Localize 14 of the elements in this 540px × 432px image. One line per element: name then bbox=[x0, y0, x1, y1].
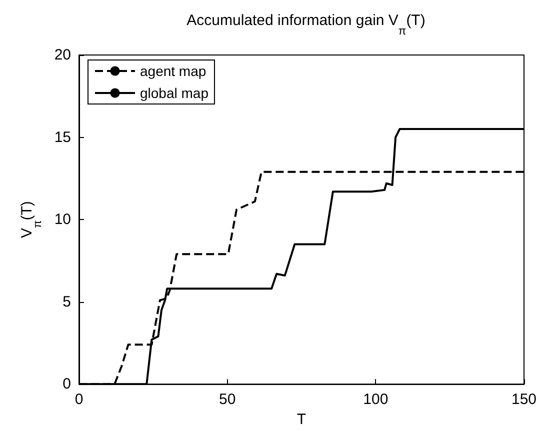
y-tick-label: 10 bbox=[54, 211, 71, 228]
legend-label: agent map bbox=[140, 63, 206, 79]
x-axis-title: T bbox=[296, 411, 306, 428]
y-tick-label: 5 bbox=[62, 293, 71, 310]
x-tick-label: 0 bbox=[74, 391, 84, 408]
chart-title: Accumulated information gain Vπ(T) bbox=[186, 12, 426, 38]
x-tick-label: 50 bbox=[218, 391, 236, 408]
legend-label: global map bbox=[140, 85, 209, 101]
y-tick-label: 20 bbox=[54, 46, 71, 64]
y-tick-label: 15 bbox=[54, 128, 71, 146]
x-tick-label: 100 bbox=[363, 391, 388, 408]
y-axis-title: Vπ(T) bbox=[18, 201, 44, 238]
x-tick-label: 150 bbox=[511, 391, 537, 408]
y-tick-label: 0 bbox=[62, 376, 71, 393]
